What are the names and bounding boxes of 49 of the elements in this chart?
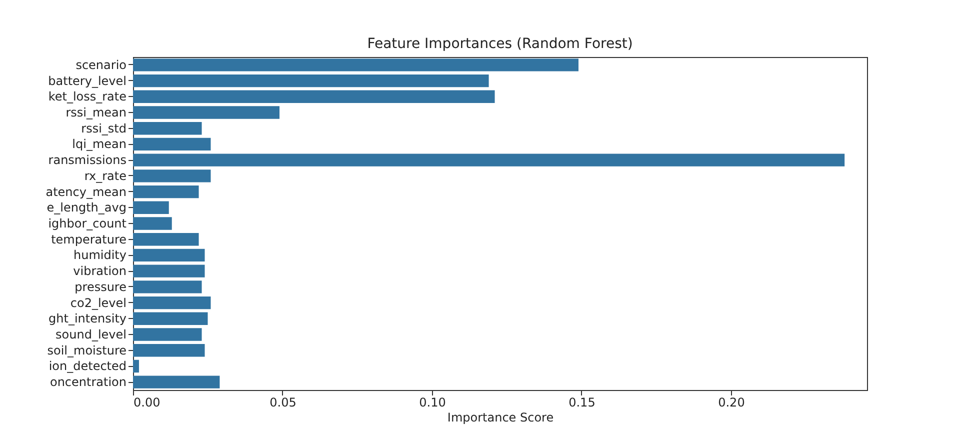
y-tick-label: lqi_mean <box>72 137 126 152</box>
x-tick-label: 0.15 <box>568 396 596 410</box>
y-tick-label: e_length_avg <box>46 200 126 215</box>
bar <box>133 217 172 230</box>
y-tick-label: ransmissions <box>48 153 126 168</box>
bar <box>133 264 205 278</box>
bar <box>133 154 845 166</box>
x-tick-label: 0.00 <box>134 396 160 410</box>
y-tick-label: co2_level <box>70 296 126 310</box>
bar <box>133 312 208 325</box>
y-tick-label: rx_rate <box>84 168 126 183</box>
bar <box>133 201 169 214</box>
bar <box>133 138 211 151</box>
bar <box>133 280 202 294</box>
bar <box>133 90 495 103</box>
x-axis-title: Importance Score <box>447 410 554 424</box>
y-tick-label: ght_intensity <box>48 312 126 326</box>
bar <box>133 344 205 357</box>
y-tick-label: oncentration <box>50 375 126 390</box>
bar <box>133 58 578 72</box>
y-tick-label: rssi_std <box>81 121 126 136</box>
y-tick-label: rssi_mean <box>66 106 126 120</box>
bar <box>133 122 202 135</box>
bar <box>133 328 202 341</box>
y-tick-label: atency_mean <box>46 184 126 199</box>
y-tick-label: ket_loss_rate <box>48 90 126 104</box>
y-tick-label: humidity <box>74 248 126 262</box>
bar <box>133 233 199 246</box>
x-tick-label: 0.20 <box>718 396 745 410</box>
y-tick-label: ion_detected <box>48 359 126 374</box>
bar <box>133 248 205 262</box>
bar <box>133 106 280 119</box>
y-tick-label: vibration <box>73 264 126 278</box>
bar <box>133 74 489 88</box>
x-tick-label: 0.05 <box>270 396 296 410</box>
bar <box>133 185 199 198</box>
y-tick-label: pressure <box>74 280 126 294</box>
bar <box>133 376 220 388</box>
y-tick-label: sound_level <box>56 328 126 342</box>
x-tick-label: 0.10 <box>419 396 446 410</box>
y-tick-label: scenario <box>76 58 126 72</box>
y-tick-label: battery_level <box>48 74 126 88</box>
bar <box>133 360 139 373</box>
bar <box>133 170 211 182</box>
y-tick-label: ighbor_count <box>48 216 127 230</box>
y-tick-label: soil_moisture <box>47 343 126 358</box>
bar <box>133 296 211 310</box>
y-tick-label: temperature <box>51 232 126 246</box>
chart-title: Feature Importances (Random Forest) <box>367 36 633 52</box>
